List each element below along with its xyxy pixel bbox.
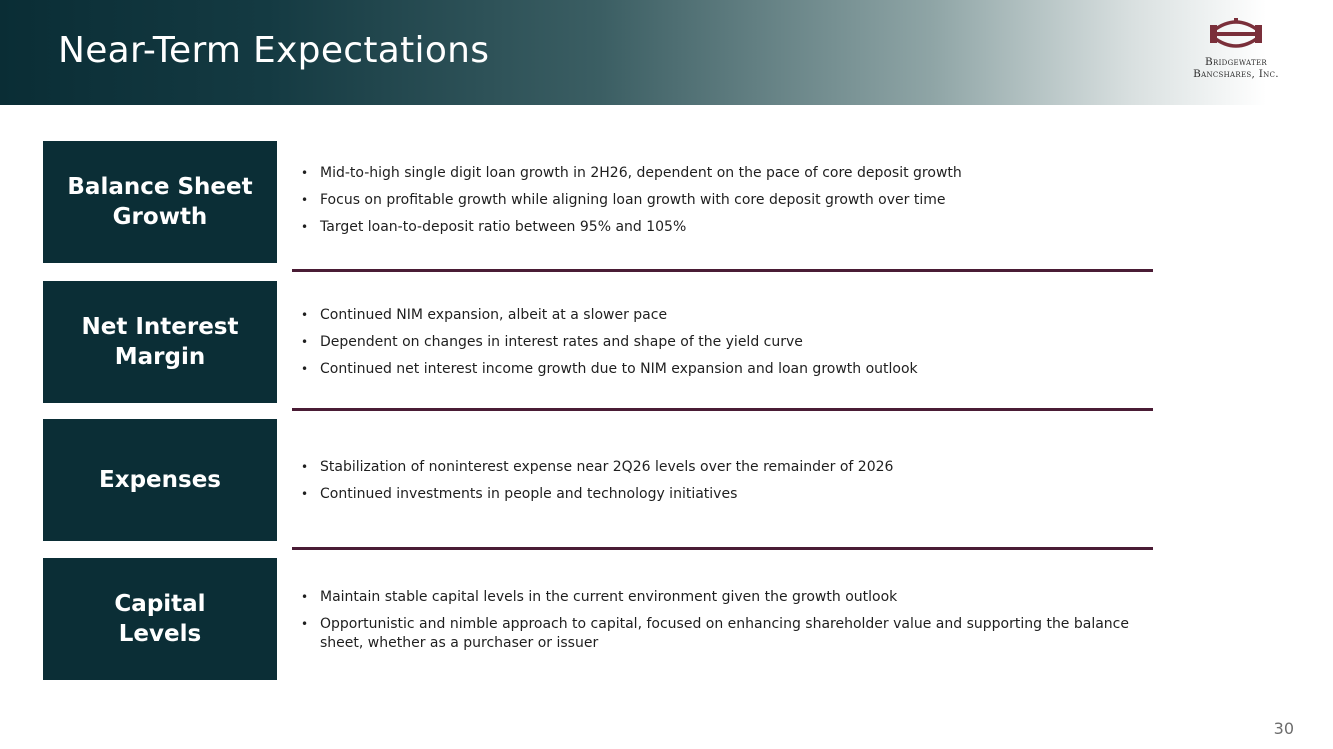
section-divider	[292, 269, 1153, 272]
slide-title: Near-Term Expectations	[58, 30, 490, 71]
section-heading-box: Expenses	[43, 419, 277, 541]
section-net-interest-margin: Net Interest Margin Continued NIM expans…	[43, 281, 1153, 403]
section-heading-box: Net Interest Margin	[43, 281, 277, 403]
bullet-list: Stabilization of noninterest expense nea…	[299, 458, 1129, 512]
section-divider	[292, 408, 1153, 411]
bullet-item: Continued NIM expansion, albeit at a slo…	[299, 306, 1129, 325]
bullet-item: Maintain stable capital levels in the cu…	[299, 588, 1129, 607]
bullet-item: Continued investments in people and tech…	[299, 485, 1129, 504]
bullet-list: Continued NIM expansion, albeit at a slo…	[299, 306, 1129, 387]
logo-wordmark: Bridgewater Bancshares, Inc.	[1176, 56, 1296, 80]
bullet-item: Continued net interest income growth due…	[299, 360, 1129, 379]
bullet-item: Opportunistic and nimble approach to cap…	[299, 615, 1129, 653]
section-heading-line-1: Net Interest	[81, 314, 239, 340]
company-logo: Bridgewater Bancshares, Inc.	[1176, 16, 1296, 88]
bullet-item: Mid-to-high single digit loan growth in …	[299, 164, 1129, 183]
section-heading-box: Balance Sheet Growth	[43, 141, 277, 263]
section-expenses: Expenses Stabilization of noninterest ex…	[43, 419, 1153, 541]
bullet-item: Target loan-to-deposit ratio between 95%…	[299, 218, 1129, 237]
bullet-item: Dependent on changes in interest rates a…	[299, 333, 1129, 352]
bridge-arch-icon	[1210, 18, 1262, 48]
slide-header: Near-Term Expectations Bridgewater Bancs…	[0, 0, 1333, 105]
section-heading-line-2: Margin	[114, 344, 206, 370]
section-capital-levels: Capital Levels Maintain stable capital l…	[43, 558, 1153, 680]
logo-line-2: Bancshares, Inc.	[1193, 68, 1279, 80]
section-heading-line-2: Growth	[112, 204, 208, 230]
bullet-list: Maintain stable capital levels in the cu…	[299, 588, 1129, 661]
section-divider	[292, 547, 1153, 550]
page-number: 30	[1273, 719, 1294, 738]
section-heading-box: Capital Levels	[43, 558, 277, 680]
section-heading-line-1: Expenses	[99, 467, 221, 493]
logo-line-1: Bridgewater	[1205, 56, 1267, 68]
section-heading-line-1: Balance Sheet	[67, 174, 253, 200]
section-heading-line-2: Levels	[118, 621, 202, 647]
bullet-item: Stabilization of noninterest expense nea…	[299, 458, 1129, 477]
section-heading-line-1: Capital	[114, 591, 206, 617]
section-balance-sheet-growth: Balance Sheet Growth Mid-to-high single …	[43, 141, 1153, 263]
bullet-list: Mid-to-high single digit loan growth in …	[299, 164, 1129, 245]
bullet-item: Focus on profitable growth while alignin…	[299, 191, 1129, 210]
